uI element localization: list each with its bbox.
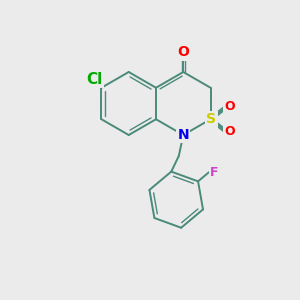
Text: O: O bbox=[224, 100, 235, 113]
Text: S: S bbox=[206, 112, 216, 126]
Text: N: N bbox=[178, 128, 189, 142]
Text: O: O bbox=[177, 46, 189, 59]
Text: F: F bbox=[210, 166, 219, 178]
Text: Cl: Cl bbox=[86, 71, 103, 86]
Text: O: O bbox=[224, 125, 235, 138]
